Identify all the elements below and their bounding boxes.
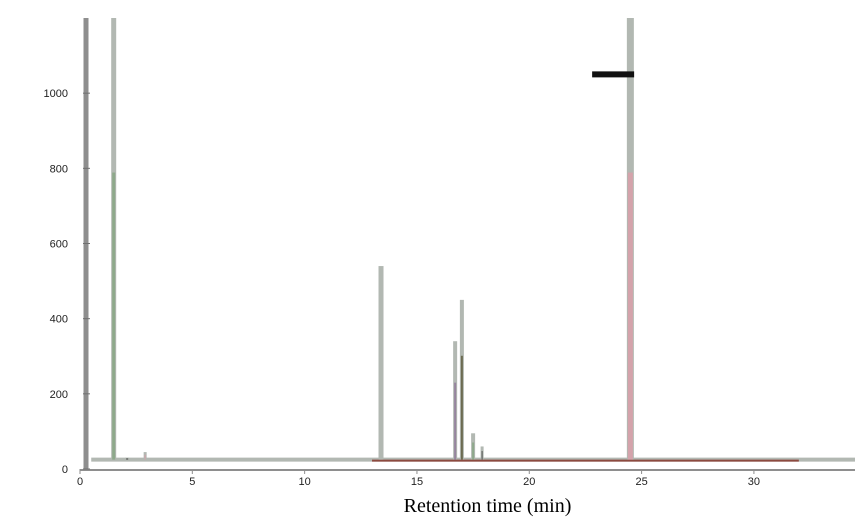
x-tick-label-15: 15 bbox=[411, 476, 423, 488]
ticks-layer: 0 5 10 15 20 25 30 0 200 400 600 800 1000 bbox=[44, 88, 761, 488]
y-tick-label-800: 800 bbox=[50, 163, 68, 175]
y-tick-label-600: 600 bbox=[50, 239, 68, 251]
peak-7-band bbox=[472, 442, 475, 460]
peaks-layer bbox=[111, 18, 634, 460]
peak-4-band bbox=[379, 333, 383, 460]
x-tick-label-5: 5 bbox=[189, 476, 195, 488]
y-tick-label-400: 400 bbox=[50, 314, 68, 326]
annotation-marker-1 bbox=[592, 71, 635, 78]
x-tick-label-20: 20 bbox=[523, 476, 535, 488]
peak-6-band bbox=[460, 355, 463, 460]
x-tick-label-30: 30 bbox=[748, 476, 760, 488]
x-tick-label-0: 0 bbox=[77, 476, 83, 488]
x-tick-label-10: 10 bbox=[299, 476, 311, 488]
y-tick-label-0: 0 bbox=[62, 464, 68, 476]
peak-3-band bbox=[144, 454, 146, 460]
peak-2-band bbox=[126, 458, 129, 460]
x-axis-title: Retention time (min) bbox=[404, 495, 572, 517]
x-tick-label-25: 25 bbox=[635, 476, 647, 488]
y-tick-label-200: 200 bbox=[50, 389, 68, 401]
y-tick-label-1000: 1000 bbox=[44, 88, 68, 100]
peak-5-band bbox=[454, 382, 457, 460]
axes-layer bbox=[80, 18, 855, 471]
peak-9-band bbox=[627, 172, 633, 460]
annotation-layer bbox=[592, 71, 635, 78]
baseline-layer bbox=[91, 457, 855, 462]
peak-1-band bbox=[112, 172, 116, 460]
peak-8-band bbox=[481, 451, 483, 460]
